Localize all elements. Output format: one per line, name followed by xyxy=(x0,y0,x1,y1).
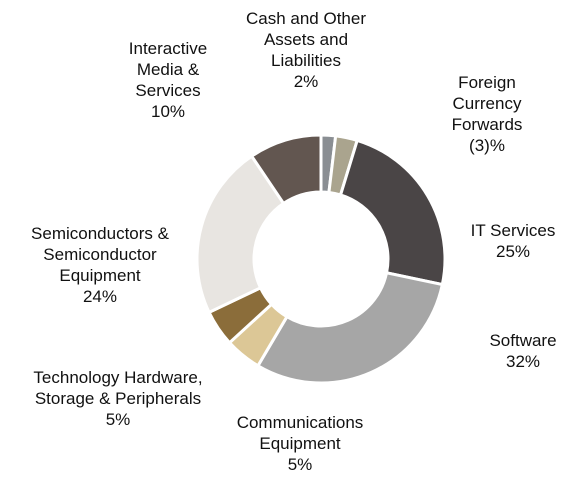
value-label: 5% xyxy=(105,410,131,429)
value-label: 10% xyxy=(150,102,186,121)
category-label: Technology Hardware, Storage & Periphera… xyxy=(33,368,203,408)
category-label: Cash and Other Assets and Liabilities xyxy=(245,9,367,70)
slice xyxy=(338,138,447,287)
value-label: 5% xyxy=(287,455,313,474)
value-label: 24% xyxy=(82,287,118,306)
value-label: (3)% xyxy=(469,136,505,155)
slice-label: IT Services 25% xyxy=(471,220,556,262)
value-label: 25% xyxy=(495,242,531,261)
value-label: 2% xyxy=(293,72,319,91)
category-label: Semiconductors & Semiconductor Equipment xyxy=(31,224,169,285)
slice-label: Interactive Media & Services 10% xyxy=(129,38,207,122)
slice xyxy=(249,133,323,206)
slice-label: Foreign Currency Forwards (3)% xyxy=(452,72,523,156)
slice-label: Cash and Other Assets and Liabilities 2% xyxy=(246,8,366,92)
category-label: Communications Equipment xyxy=(236,413,364,453)
slice xyxy=(195,154,286,315)
slice-label: Technology Hardware, Storage & Periphera… xyxy=(33,367,202,430)
category-label: Interactive Media & Services xyxy=(128,39,208,100)
category-label: Software xyxy=(489,331,557,350)
value-label: 32% xyxy=(505,352,541,371)
slice-label: Communications Equipment 5% xyxy=(237,412,364,475)
slice-label: Software 32% xyxy=(489,330,556,372)
category-label: Foreign Currency Forwards xyxy=(451,73,523,134)
slice-label: Semiconductors & Semiconductor Equipment… xyxy=(31,223,169,307)
slice xyxy=(255,271,445,385)
category-label: IT Services xyxy=(470,221,556,240)
